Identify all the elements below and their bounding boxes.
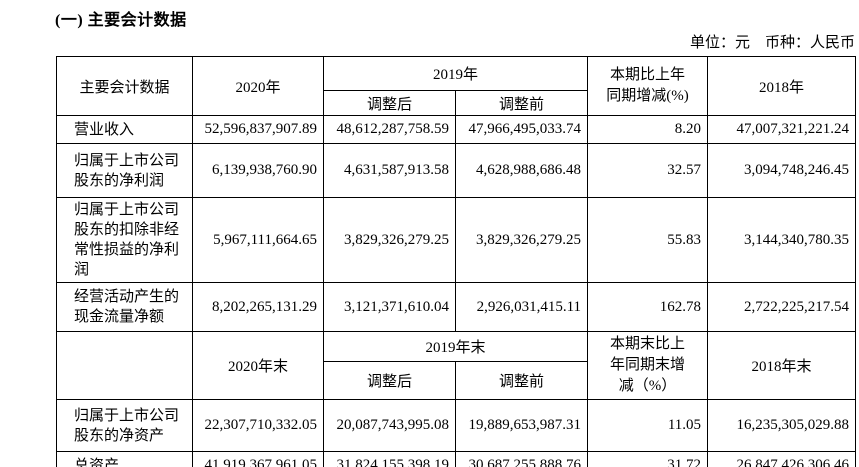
cell-2019-before: 47,966,495,033.74 bbox=[454, 115, 589, 144]
cell-change: 11.05 bbox=[587, 399, 709, 452]
cell-2020: 5,967,111,664.65 bbox=[192, 197, 324, 283]
cell-2019-adjusted: 3,121,371,610.04 bbox=[323, 282, 456, 332]
cell-change: 55.83 bbox=[587, 197, 709, 283]
table-row-net-profit-deducted: 归属于上市公司股东的扣除非经常性损益的净利润 5,967,111,664.65 … bbox=[56, 197, 857, 283]
header-row-period-end-sub: 调整后 调整前 bbox=[57, 361, 856, 400]
table-row-operating-cash-flow: 经营活动产生的现金流量净额 8,202,265,131.29 3,121,371… bbox=[56, 282, 857, 332]
cell-2020: 52,596,837,907.89 bbox=[192, 115, 324, 144]
header-2020: 2020年 bbox=[192, 56, 324, 116]
header-2019: 2019年 bbox=[322, 56, 589, 91]
header-2018-end: 2018年末 bbox=[707, 331, 857, 400]
header-2020-end: 2020年末 bbox=[192, 331, 324, 400]
cell-2019-adjusted: 4,631,587,913.58 bbox=[323, 143, 456, 198]
main-accounting-data-table: 主要会计数据 2020年 2019年 本期比上年 同期增减(%) 2018年 调… bbox=[56, 56, 857, 467]
section-title: (一) 主要会计数据 bbox=[55, 12, 187, 29]
cell-2018: 3,144,340,780.35 bbox=[707, 197, 857, 283]
header-adjusted: 调整后 bbox=[323, 90, 456, 116]
row-label: 总资产 bbox=[56, 451, 193, 467]
cell-2020: 22,307,710,332.05 bbox=[192, 399, 324, 452]
table-row-total-assets: 总资产 41,919,367,961.05 31,824,155,398.19 … bbox=[56, 451, 857, 467]
cell-2020: 41,919,367,961.05 bbox=[192, 451, 324, 467]
cell-2019-before: 3,829,326,279.25 bbox=[454, 197, 589, 283]
cell-2019-before: 30,687,255,888.76 bbox=[454, 451, 589, 467]
cell-2018: 16,235,305,029.88 bbox=[707, 399, 857, 452]
row-label: 归属于上市公司股东的净利润 bbox=[56, 143, 193, 198]
header-2019-end: 2019年末 bbox=[322, 331, 589, 362]
cell-2019-adjusted: 48,612,287,758.59 bbox=[323, 115, 456, 144]
cell-change: 31.72 bbox=[587, 451, 709, 467]
cell-2018: 47,007,321,221.24 bbox=[707, 115, 857, 144]
header-before-adjust: 调整前 bbox=[454, 90, 589, 116]
row-label: 归属于上市公司股东的扣除非经常性损益的净利润 bbox=[56, 197, 193, 283]
cell-2019-adjusted: 3,829,326,279.25 bbox=[323, 197, 456, 283]
table-row-revenue: 营业收入 52,596,837,907.89 48,612,287,758.59… bbox=[56, 115, 857, 144]
header-item-empty bbox=[56, 331, 193, 400]
row-label: 营业收入 bbox=[56, 115, 193, 144]
header-2018: 2018年 bbox=[707, 56, 857, 116]
table-row-net-profit: 归属于上市公司股东的净利润 6,139,938,760.90 4,631,587… bbox=[56, 143, 857, 198]
header-row-annual-top: 主要会计数据 2020年 2019年 本期比上年 同期增减(%) 2018年 bbox=[56, 56, 857, 116]
cell-2020: 6,139,938,760.90 bbox=[192, 143, 324, 198]
header-row-period-end-top: 2020年末 2019年末 本期末比上 年同期末增 减（%） 2018年末 bbox=[56, 331, 857, 400]
cell-2019-adjusted: 31,824,155,398.19 bbox=[323, 451, 456, 467]
cell-2019-before: 2,926,031,415.11 bbox=[454, 282, 589, 332]
cell-change: 32.57 bbox=[587, 143, 709, 198]
header-row-annual-sub: 调整后 调整前 bbox=[57, 90, 856, 116]
header-before-adjust: 调整前 bbox=[454, 361, 589, 400]
cell-2020: 8,202,265,131.29 bbox=[192, 282, 324, 332]
table-row-net-assets: 归属于上市公司股东的净资产 22,307,710,332.05 20,087,7… bbox=[56, 399, 857, 452]
unit-currency-note: 单位：元 币种：人民币 bbox=[689, 35, 855, 51]
cell-change: 162.78 bbox=[587, 282, 709, 332]
cell-change: 8.20 bbox=[587, 115, 709, 144]
header-item: 主要会计数据 bbox=[56, 56, 193, 116]
cell-2019-before: 19,889,653,987.31 bbox=[454, 399, 589, 452]
cell-2018: 2,722,225,217.54 bbox=[707, 282, 857, 332]
cell-2019-adjusted: 20,087,743,995.08 bbox=[323, 399, 456, 452]
header-change: 本期比上年 同期增减(%) bbox=[587, 56, 709, 116]
row-label: 归属于上市公司股东的净资产 bbox=[56, 399, 193, 452]
cell-2018: 26,847,426,306.46 bbox=[707, 451, 857, 467]
header-end-change: 本期末比上 年同期末增 减（%） bbox=[587, 331, 709, 400]
row-label: 经营活动产生的现金流量净额 bbox=[56, 282, 193, 332]
cell-2019-before: 4,628,988,686.48 bbox=[454, 143, 589, 198]
cell-2018: 3,094,748,246.45 bbox=[707, 143, 857, 198]
header-adjusted: 调整后 bbox=[323, 361, 456, 400]
